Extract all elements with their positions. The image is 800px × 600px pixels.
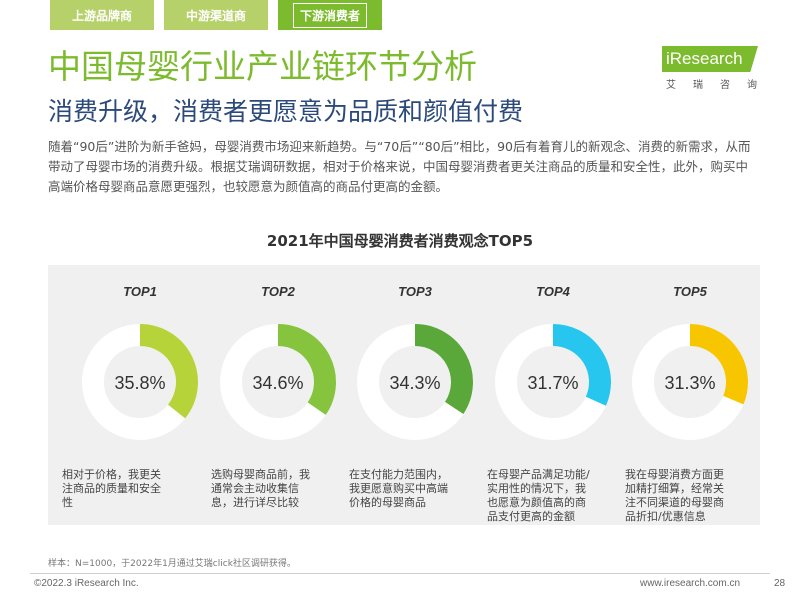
- tab-downstream-consumers[interactable]: 下游消费者: [278, 0, 382, 30]
- description-3: 在支付能力范围内，我更愿意购买中高端价格的母婴商品: [349, 468, 448, 509]
- iresearch-logo: iResearch 艾瑞咨询: [662, 46, 774, 91]
- logo-wordmark: iResearch: [666, 49, 743, 68]
- description-4: 在母婴产品满足功能/实用性的情况下，我也愿意为颜值高的商品支付更高的金额: [487, 468, 590, 523]
- top-tabs: 上游品牌商 中游渠道商 下游消费者: [50, 0, 392, 30]
- source-note: 样本：N=1000，于2022年1月通过艾瑞click社区调研获得。: [48, 559, 296, 569]
- donut-segment-2: [277, 324, 336, 415]
- value-label-4: 31.7%: [527, 373, 578, 393]
- donut-segment-1: [139, 324, 198, 419]
- value-label-5: 31.3%: [664, 373, 715, 393]
- donut-segment-3: [414, 324, 473, 414]
- intro-paragraph: 随着“90后”进阶为新手爸妈，母婴消费市场迎来新趋势。与“70后”“80后”相比…: [48, 139, 751, 194]
- donut-chart: TOP1 35.8% TOP2 34.6% TOP3 34.3% TOP4 31.7% TOP5…: [82, 284, 748, 440]
- tab-midstream-channels[interactable]: 中游渠道商: [164, 0, 268, 30]
- value-label-1: 35.8%: [114, 373, 165, 393]
- chart-title: 2021年中国母婴消费者消费观念TOP5: [266, 232, 534, 250]
- logo-subtitle: 艾瑞咨询: [666, 80, 774, 91]
- donut-segment-4: [552, 324, 611, 406]
- description-5: 我在母婴消费方面更加精打细算，经常关注不同渠道的母婴商品折扣/优惠信息: [625, 468, 724, 523]
- rank-label-2: TOP2: [261, 284, 295, 299]
- rank-label-4: TOP4: [536, 284, 570, 299]
- footer-divider: [30, 573, 770, 574]
- rank-label-5: TOP5: [673, 284, 707, 299]
- website-link[interactable]: www.iresearch.com.cn: [640, 578, 741, 589]
- value-label-2: 34.6%: [252, 373, 303, 393]
- description-2: 选购母婴商品前，我通常会主动收集信息，进行详尽比较: [211, 468, 310, 509]
- page-number: 28: [774, 578, 786, 589]
- tab-upstream-brands[interactable]: 上游品牌商: [50, 0, 154, 30]
- page-title: 中国母婴行业产业链环节分析: [48, 47, 477, 86]
- copyright: ©2022.3 iResearch Inc.: [34, 578, 139, 589]
- rank-label-3: TOP3: [398, 284, 432, 299]
- value-label-3: 34.3%: [389, 373, 440, 393]
- donut-segment-5: [689, 324, 748, 405]
- logo-badge: [662, 46, 758, 72]
- chart-panel: TOP1 35.8% TOP2 34.6% TOP3 34.3% TOP4 31.7% TOP5…: [48, 265, 760, 525]
- rank-label-1: TOP1: [123, 284, 157, 299]
- description-1: 相对于价格，我更关注商品的质量和安全性: [62, 468, 161, 509]
- page-subtitle: 消费升级，消费者更愿意为品质和颜值付费: [48, 97, 524, 126]
